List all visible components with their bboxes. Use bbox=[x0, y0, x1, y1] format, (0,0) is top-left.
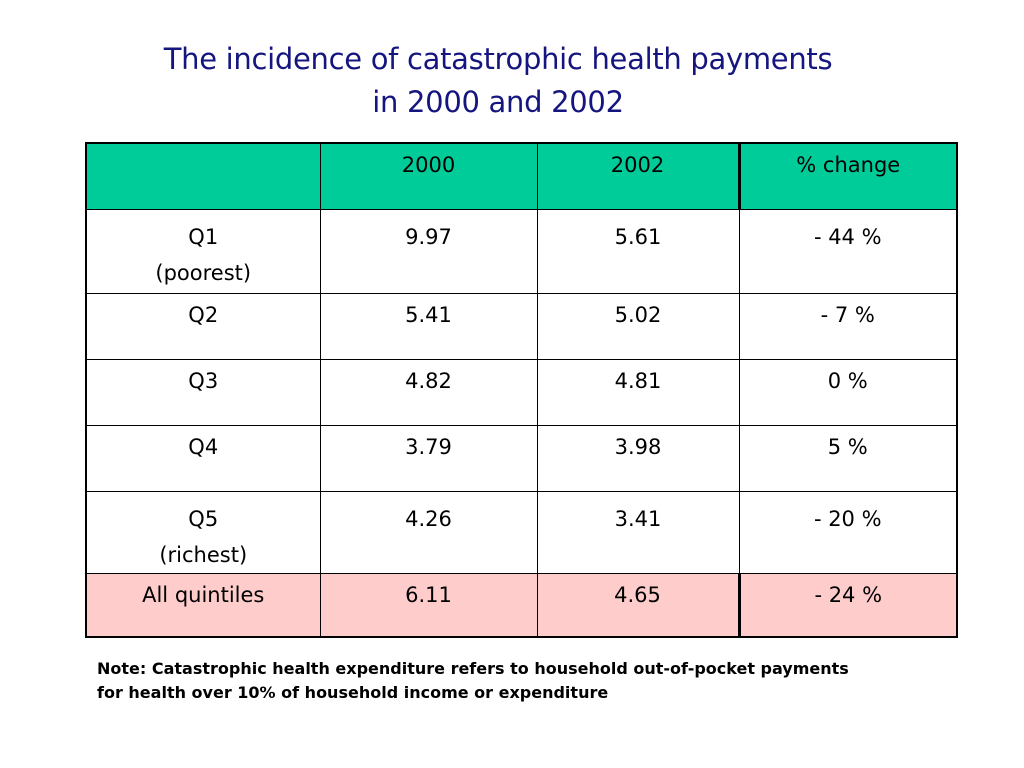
header-cell-2002: 2002 bbox=[536, 142, 740, 210]
footnote-line-2: for health over 10% of household income … bbox=[97, 683, 609, 702]
header-cell-empty bbox=[85, 142, 321, 210]
table-row-q2: Q2 5.41 5.02 - 7 % bbox=[85, 292, 958, 360]
row-label: Q1 bbox=[188, 224, 219, 249]
cell-2002: 3.98 bbox=[536, 424, 740, 492]
table-row-q4: Q4 3.79 3.98 5 % bbox=[85, 424, 958, 492]
title-line-2: in 2000 and 2002 bbox=[372, 85, 624, 119]
cell-2002: 4.81 bbox=[536, 358, 740, 426]
row-sublabel: (poorest) bbox=[155, 260, 252, 285]
row-label: Q4 bbox=[85, 424, 321, 492]
cell-2002: 3.41 bbox=[536, 490, 740, 574]
cell-2002: 4.65 bbox=[536, 572, 740, 638]
row-label-cell: Q1 (poorest) bbox=[85, 208, 321, 294]
cell-2000: 5.41 bbox=[319, 292, 538, 360]
cell-2000: 3.79 bbox=[319, 424, 538, 492]
header-cell-percent-change: % change bbox=[737, 142, 958, 210]
row-label: Q5 bbox=[188, 506, 219, 531]
title-line-1: The incidence of catastrophic health pay… bbox=[163, 42, 833, 76]
row-label: Q3 bbox=[85, 358, 321, 426]
row-sublabel: (richest) bbox=[159, 542, 248, 567]
table-row-q5: Q5 (richest) 4.26 3.41 - 20 % bbox=[85, 490, 958, 574]
cell-change: 0 % bbox=[738, 358, 958, 426]
slide-title: The incidence of catastrophic health pay… bbox=[0, 38, 996, 124]
table-row-q1: Q1 (poorest) 9.97 5.61 - 44 % bbox=[85, 208, 958, 294]
footnote-line-1: Note: Catastrophic health expenditure re… bbox=[97, 659, 849, 678]
table-header-row: 2000 2002 % change bbox=[85, 142, 958, 210]
table-row-q3: Q3 4.82 4.81 0 % bbox=[85, 358, 958, 426]
cell-2000: 9.97 bbox=[319, 208, 538, 294]
row-label: Q2 bbox=[85, 292, 321, 360]
table-row-all-quintiles: All quintiles 6.11 4.65 - 24 % bbox=[85, 572, 958, 638]
cell-2002: 5.02 bbox=[536, 292, 740, 360]
cell-change: - 7 % bbox=[738, 292, 958, 360]
row-label-cell: Q5 (richest) bbox=[85, 490, 321, 574]
header-cell-2000: 2000 bbox=[319, 142, 538, 210]
cell-2000: 4.26 bbox=[319, 490, 538, 574]
cell-change: - 44 % bbox=[738, 208, 958, 294]
cell-2002: 5.61 bbox=[536, 208, 740, 294]
cell-change: 5 % bbox=[738, 424, 958, 492]
catastrophic-payments-table: 2000 2002 % change Q1 (poorest) 9.97 5.6… bbox=[85, 142, 958, 638]
cell-change: - 24 % bbox=[737, 572, 958, 638]
row-label: All quintiles bbox=[85, 572, 321, 638]
cell-2000: 4.82 bbox=[319, 358, 538, 426]
cell-change: - 20 % bbox=[738, 490, 958, 574]
cell-2000: 6.11 bbox=[319, 572, 538, 638]
footnote: Note: Catastrophic health expenditure re… bbox=[97, 657, 957, 705]
